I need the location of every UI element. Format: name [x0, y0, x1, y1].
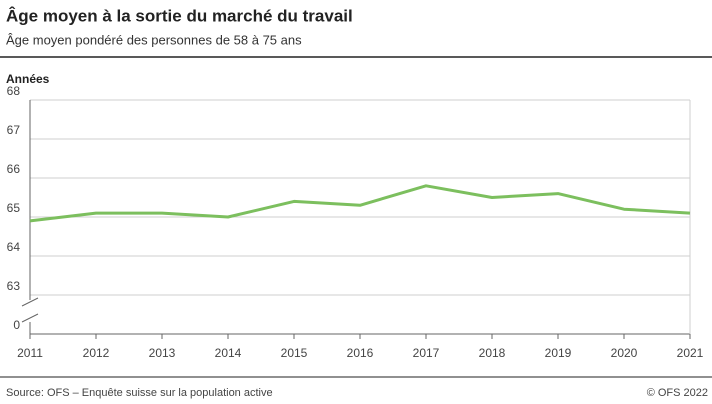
source: Source: OFS – Enquête suisse sur la popu… — [6, 387, 273, 399]
x-tick-label: 2018 — [479, 346, 506, 360]
chart-title: Âge moyen à la sortie du marché du trava… — [6, 6, 353, 25]
y-tick-label: 0 — [13, 318, 20, 332]
y-tick-label: 67 — [7, 123, 21, 137]
axis-break — [21, 297, 39, 307]
x-tick-label: 2013 — [149, 346, 176, 360]
credit: © OFS 2022 — [647, 387, 708, 399]
y-tick-label: 64 — [7, 240, 21, 254]
x-tick-label: 2019 — [545, 346, 572, 360]
y-tick-label: 68 — [7, 84, 21, 98]
data-line — [29, 184, 691, 223]
x-tick-label: 2014 — [215, 346, 242, 360]
y-axis-label: Années — [6, 72, 50, 86]
x-tick-label: 2015 — [281, 346, 308, 360]
x-tick-label: 2016 — [347, 346, 374, 360]
y-tick-label: 66 — [7, 162, 21, 176]
x-tick-label: 2021 — [677, 346, 704, 360]
x-tick-label: 2020 — [611, 346, 638, 360]
axis-break — [21, 313, 39, 323]
y-tick-label: 65 — [7, 201, 21, 215]
chart-subtitle: Âge moyen pondéré des personnes de 58 à … — [6, 32, 302, 47]
x-tick-label: 2012 — [83, 346, 110, 360]
x-tick-label: 2011 — [17, 346, 43, 360]
y-tick-label: 63 — [7, 279, 21, 293]
x-tick-label: 2017 — [413, 346, 440, 360]
